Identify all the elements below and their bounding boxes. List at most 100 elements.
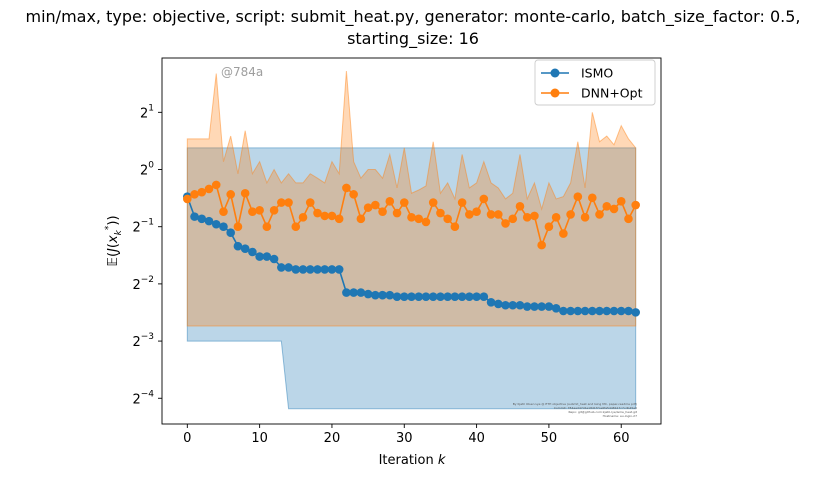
chart-title-line-2: starting_size: 16 (347, 29, 479, 49)
provenance-line-2: Commit: 784aed47c6e18d1f7ce6fa5448b17c7c… (554, 406, 637, 410)
data-point-ismo-62 (631, 308, 640, 317)
data-point-dnn-opt-17 (305, 198, 315, 207)
data-point-dnn-opt-48 (530, 211, 539, 221)
data-point-dnn-opt-55 (580, 213, 590, 222)
data-point-ismo-33 (421, 292, 431, 302)
data-point-dnn-opt-31 (407, 213, 416, 222)
data-point-dnn-opt-7 (233, 222, 243, 231)
data-point-ismo-36 (443, 292, 452, 302)
data-point-ismo-25 (363, 289, 373, 299)
provenance-line-1: By Kjetil Olsen Lye @ ETH objective (sub… (513, 402, 637, 406)
data-point-ismo-39 (465, 292, 474, 302)
data-point-dnn-opt-59 (609, 204, 619, 214)
data-point-dnn-opt-39 (465, 210, 474, 219)
data-point-dnn-opt-11 (262, 222, 272, 231)
data-point-ismo-21 (334, 265, 344, 274)
data-point-dnn-opt-57 (595, 210, 604, 219)
data-point-dnn-opt-32 (414, 214, 424, 224)
data-point-dnn-opt-37 (450, 222, 460, 231)
data-point-dnn-opt-51 (551, 213, 561, 222)
plot-area (183, 70, 640, 410)
legend-label-dnn-opt: DNN+Opt (581, 86, 643, 101)
data-point-ismo-47 (522, 302, 532, 311)
data-point-dnn-opt-40 (472, 207, 481, 216)
data-point-ismo-38 (457, 292, 467, 302)
x-axis-label: Iteration k (379, 453, 446, 468)
x-tick-label-60: 60 (613, 431, 630, 446)
x-tick-label-0: 0 (183, 431, 191, 446)
data-point-dnn-opt-50 (544, 222, 554, 231)
data-point-dnn-opt-0 (183, 194, 192, 204)
data-point-dnn-opt-10 (255, 206, 264, 215)
data-point-ismo-50 (544, 302, 554, 311)
data-point-ismo-49 (537, 302, 546, 311)
series-band-dnn-opt (186, 70, 637, 327)
data-point-dnn-opt-25 (363, 203, 373, 212)
data-point-dnn-opt-33 (421, 217, 431, 227)
data-point-dnn-opt-8 (240, 188, 250, 198)
data-point-ismo-12 (269, 254, 279, 264)
data-point-ismo-41 (479, 292, 489, 302)
y-axis-label-paren: ( (106, 243, 121, 248)
data-point-ismo-11 (262, 252, 272, 261)
data-point-dnn-opt-30 (399, 198, 409, 207)
data-point-dnn-opt-12 (269, 206, 279, 215)
legend-swatch-marker-ismo (550, 68, 560, 78)
data-point-dnn-opt-44 (501, 219, 510, 228)
data-point-ismo-17 (305, 265, 315, 274)
data-point-dnn-opt-49 (537, 240, 546, 250)
data-point-ismo-8 (240, 244, 250, 253)
data-point-dnn-opt-29 (392, 208, 402, 218)
data-point-ismo-55 (580, 306, 590, 316)
data-point-ismo-43 (493, 299, 503, 309)
chart-title-line-1: min/max, type: objective, script: submit… (26, 7, 801, 27)
data-point-ismo-61 (624, 306, 633, 316)
data-point-dnn-opt-52 (559, 229, 568, 238)
chart-annotation: @784a (221, 65, 263, 79)
data-point-dnn-opt-43 (493, 210, 503, 219)
provenance-line-4: Hostname: eu-login-27 (603, 414, 637, 418)
y-tick-label-1: 2−3 (132, 332, 154, 350)
data-point-ismo-24 (356, 288, 366, 297)
data-point-dnn-opt-9 (248, 207, 257, 216)
data-point-dnn-opt-21 (334, 214, 344, 224)
data-point-ismo-19 (320, 265, 330, 274)
data-point-ismo-52 (559, 306, 568, 316)
data-point-ismo-10 (255, 252, 264, 261)
data-point-ismo-48 (530, 302, 539, 311)
data-point-dnn-opt-46 (515, 202, 525, 211)
data-point-dnn-opt-26 (371, 200, 380, 210)
data-point-ismo-51 (551, 303, 561, 313)
data-point-dnn-opt-34 (428, 198, 438, 207)
data-point-ismo-46 (515, 300, 525, 310)
data-point-dnn-opt-61 (624, 214, 633, 224)
y-axis-label-j: J (106, 248, 121, 255)
data-point-dnn-opt-16 (298, 213, 308, 222)
data-point-ismo-35 (436, 292, 445, 302)
data-point-dnn-opt-54 (573, 192, 583, 201)
x-tick-label-10: 10 (251, 431, 268, 446)
data-point-ismo-1 (190, 212, 199, 221)
data-point-ismo-29 (392, 292, 402, 302)
data-point-dnn-opt-3 (204, 184, 214, 194)
data-point-dnn-opt-4 (211, 180, 221, 190)
data-point-ismo-16 (298, 265, 308, 274)
data-point-dnn-opt-13 (277, 198, 286, 207)
data-point-dnn-opt-36 (443, 214, 452, 224)
data-point-dnn-opt-62 (631, 200, 640, 210)
y-tick-label-2: 2−2 (132, 275, 154, 293)
data-point-ismo-54 (573, 306, 583, 316)
data-point-ismo-22 (342, 288, 351, 297)
data-point-dnn-opt-23 (349, 190, 358, 199)
data-point-ismo-14 (284, 263, 293, 272)
data-point-ismo-32 (414, 292, 424, 302)
x-axis-label-var: k (438, 453, 446, 468)
data-point-dnn-opt-42 (486, 210, 496, 219)
data-point-dnn-opt-45 (508, 214, 518, 224)
data-point-ismo-57 (595, 306, 604, 316)
data-point-dnn-opt-41 (479, 194, 489, 204)
data-point-dnn-opt-53 (566, 210, 575, 219)
x-tick-label-40: 40 (468, 431, 485, 446)
data-point-ismo-30 (399, 292, 409, 302)
